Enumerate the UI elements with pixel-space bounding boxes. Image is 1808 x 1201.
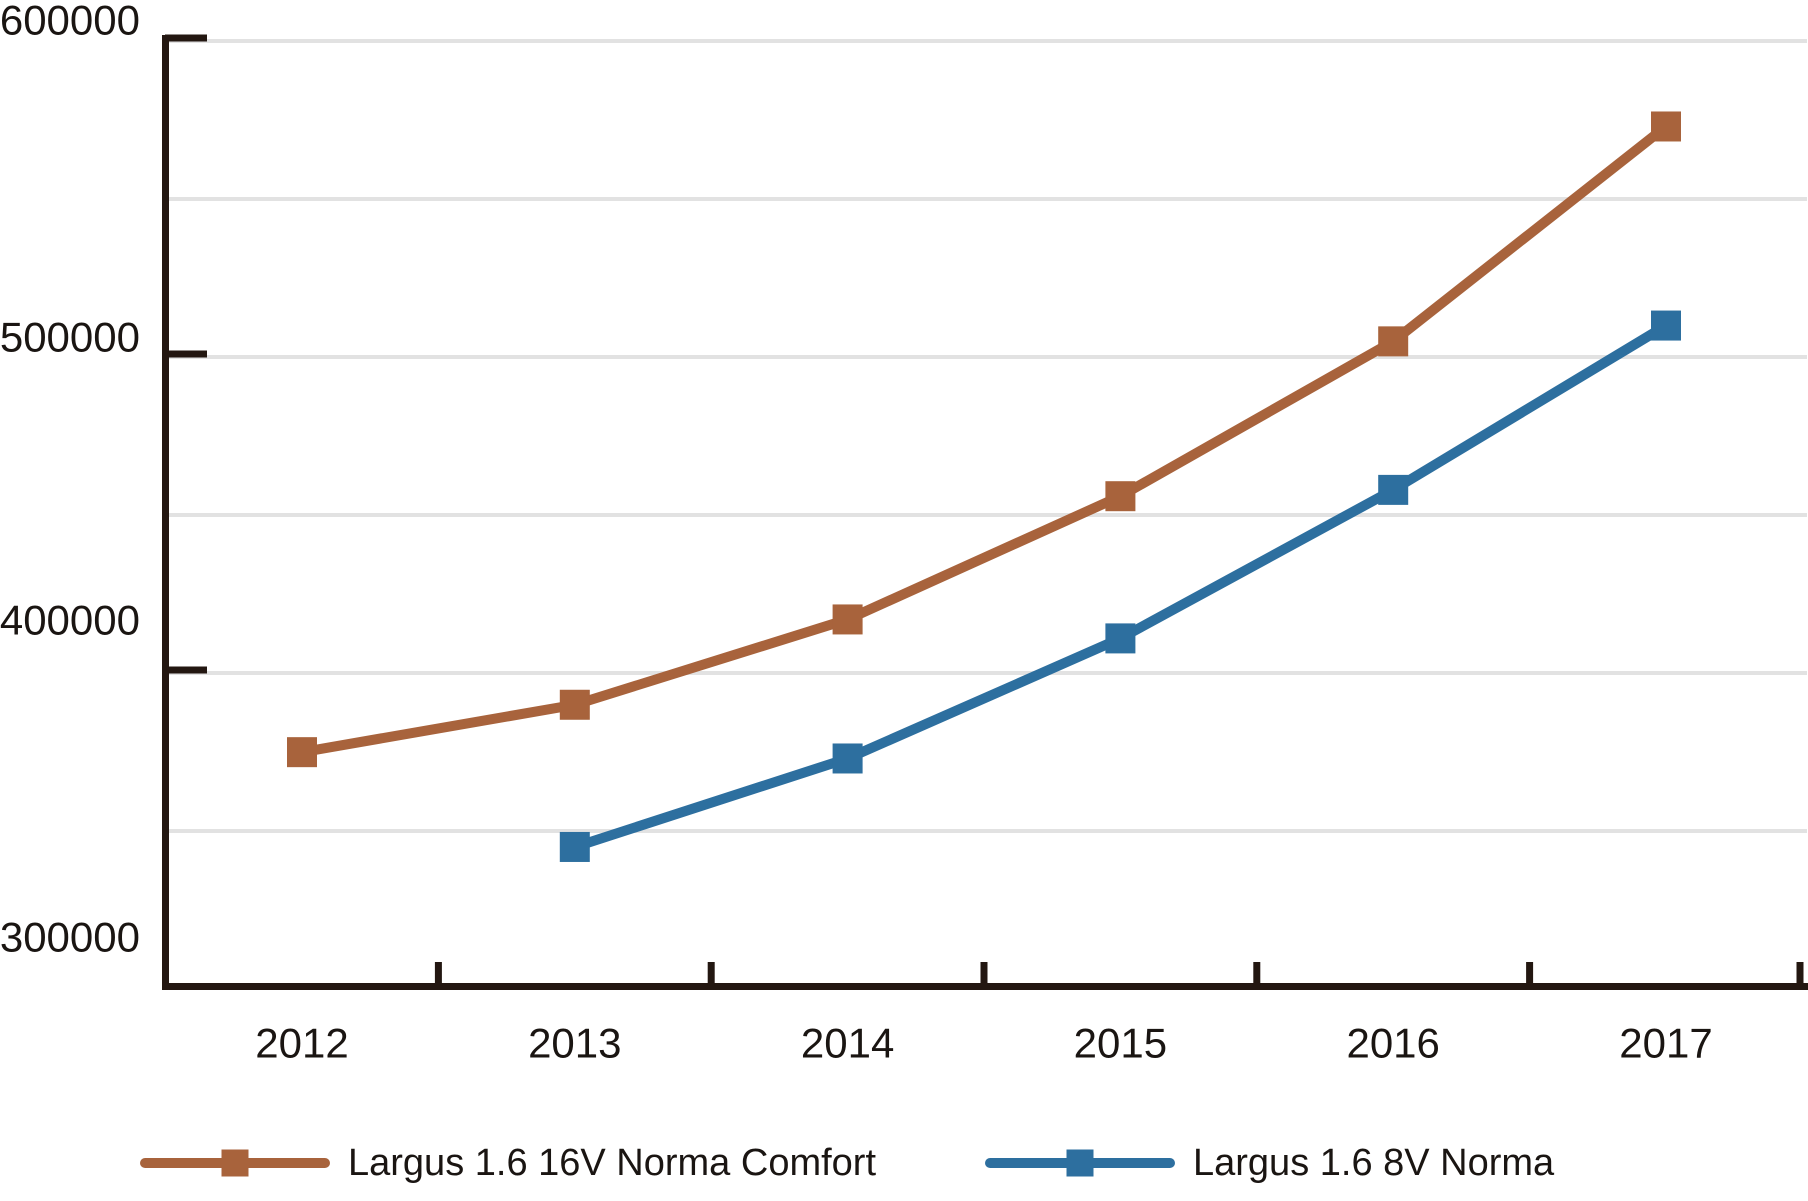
gridline xyxy=(168,355,1807,359)
axes xyxy=(162,34,1808,990)
legend-item-8v-norma: Largus 1.6 8V Norma xyxy=(985,1133,1554,1193)
gridlines xyxy=(168,39,1807,833)
gridline xyxy=(168,39,1807,43)
y-tick xyxy=(165,350,207,358)
x-tick xyxy=(980,962,988,986)
gridline xyxy=(168,829,1807,833)
data-point-marker xyxy=(287,737,317,768)
data-point-marker xyxy=(1378,474,1409,505)
data-point-marker xyxy=(1651,111,1681,142)
axis-tick-labels: 300000 400000 500000 600000 2012 2013 2014 2015… xyxy=(0,0,1713,1067)
data-point-marker xyxy=(832,604,863,635)
y-tick xyxy=(165,666,207,674)
y-axis-line xyxy=(162,35,169,990)
x-tick xyxy=(707,962,715,986)
legend-square-marker-icon xyxy=(1066,1149,1094,1177)
x-tick xyxy=(1253,962,1261,986)
data-point-marker xyxy=(1378,326,1409,357)
x-axis-tick-label: 2015 xyxy=(1074,1020,1167,1067)
legend-item-16v-norma-comfort: Largus 1.6 16V Norma Comfort xyxy=(140,1133,876,1193)
gridline xyxy=(168,197,1807,201)
y-axis-tick-label: 600000 xyxy=(0,0,140,44)
series-line xyxy=(301,122,1670,758)
y-axis-tick-label: 500000 xyxy=(0,314,140,361)
y-axis-tick-label: 300000 xyxy=(0,914,140,961)
gridline xyxy=(168,513,1807,517)
x-axis-tick-label: 2013 xyxy=(528,1020,621,1067)
x-axis-line xyxy=(162,983,1808,990)
data-point-marker xyxy=(1105,481,1136,512)
x-tick xyxy=(434,962,442,986)
legend-label: Largus 1.6 8V Norma xyxy=(1193,1141,1555,1184)
x-axis-tick-label: 2012 xyxy=(255,1020,348,1067)
x-tick xyxy=(1526,962,1534,986)
data-point-marker xyxy=(559,689,590,720)
y-tick xyxy=(165,34,207,42)
legend-line-square-marker-brown xyxy=(140,1133,330,1193)
x-axis-tick-label: 2014 xyxy=(801,1020,894,1067)
data-series xyxy=(287,111,1681,862)
data-point-marker xyxy=(559,831,590,862)
gridline xyxy=(168,671,1807,675)
x-axis-tick-label: 2016 xyxy=(1346,1020,1439,1067)
legend-label: Largus 1.6 16V Norma Comfort xyxy=(348,1141,877,1184)
legend-square-marker-icon xyxy=(221,1149,249,1177)
x-tick-right-end xyxy=(1796,962,1804,986)
legend-line-square-marker-blue xyxy=(985,1133,1175,1193)
x-axis-tick-label: 2017 xyxy=(1619,1020,1712,1067)
y-axis-tick-label: 400000 xyxy=(0,597,140,644)
data-point-marker xyxy=(832,743,863,774)
series-line xyxy=(573,321,1669,852)
data-point-marker xyxy=(1651,310,1681,341)
data-point-marker xyxy=(1105,623,1136,654)
